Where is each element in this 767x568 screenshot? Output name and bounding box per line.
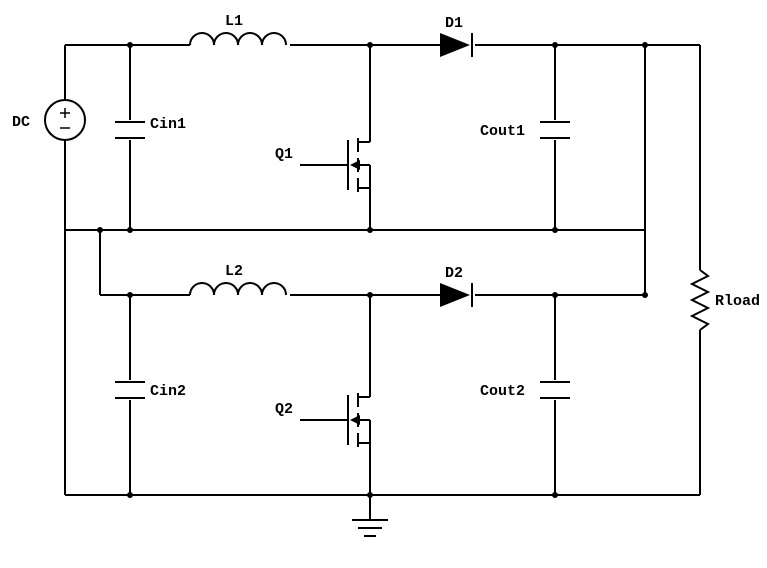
- l2-label: L2: [225, 263, 243, 280]
- q1-label: Q1: [275, 146, 293, 163]
- cout1-label: Cout1: [480, 123, 525, 140]
- cin2-capacitor: [115, 382, 145, 398]
- q2-mosfet: [300, 390, 370, 450]
- rload-resistor: [692, 270, 708, 330]
- cin2-label: Cin2: [150, 383, 186, 400]
- rload-label: Rload: [715, 293, 760, 310]
- l2-inductor: [190, 283, 286, 295]
- cout1-capacitor: [540, 122, 570, 138]
- l1-inductor: [190, 33, 286, 45]
- ground-symbol: [352, 520, 388, 536]
- dc-label: DC: [12, 114, 30, 131]
- q2-label: Q2: [275, 401, 293, 418]
- cout2-label: Cout2: [480, 383, 525, 400]
- boost-converter-schematic: DC Cin1 Cin2 L1 L2 D1 D2 Cout1 Cou: [0, 0, 767, 568]
- d1-label: D1: [445, 15, 463, 32]
- d2-label: D2: [445, 265, 463, 282]
- d1-diode: [440, 33, 472, 57]
- dc-source: [45, 100, 85, 140]
- l1-label: L1: [225, 13, 243, 30]
- cin1-capacitor: [115, 122, 145, 138]
- cout2-capacitor: [540, 382, 570, 398]
- cin1-label: Cin1: [150, 116, 186, 133]
- d2-diode: [440, 283, 472, 307]
- q1-mosfet: [300, 135, 370, 195]
